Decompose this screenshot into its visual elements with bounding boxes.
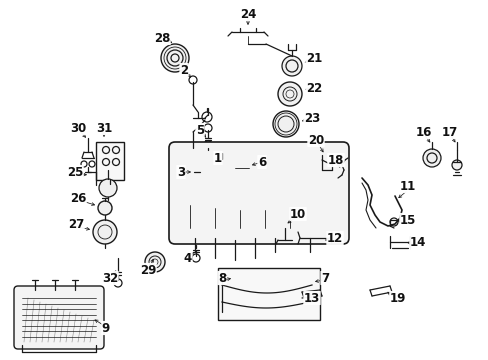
- FancyBboxPatch shape: [169, 142, 348, 244]
- Circle shape: [235, 161, 248, 175]
- Text: 26: 26: [70, 192, 86, 204]
- Text: 14: 14: [409, 235, 426, 248]
- Text: 22: 22: [305, 81, 322, 94]
- Circle shape: [282, 56, 302, 76]
- Bar: [96, 142, 124, 180]
- Text: 24: 24: [239, 8, 256, 21]
- Text: 23: 23: [303, 112, 320, 125]
- Circle shape: [192, 254, 200, 262]
- Text: 9: 9: [102, 321, 110, 334]
- Text: 5: 5: [196, 123, 203, 136]
- Text: 30: 30: [70, 122, 86, 135]
- Circle shape: [161, 44, 189, 72]
- Text: 18: 18: [327, 153, 344, 166]
- Text: 29: 29: [140, 264, 156, 276]
- Text: 15: 15: [399, 213, 415, 226]
- Text: 10: 10: [289, 207, 305, 220]
- Text: 13: 13: [303, 292, 320, 305]
- Text: 19: 19: [389, 292, 406, 305]
- Circle shape: [278, 82, 302, 106]
- Circle shape: [231, 149, 264, 181]
- Circle shape: [272, 111, 298, 137]
- Text: 3: 3: [177, 166, 184, 179]
- Text: 12: 12: [326, 231, 343, 244]
- Bar: [218, 268, 319, 320]
- Text: 27: 27: [68, 219, 84, 231]
- Circle shape: [267, 156, 291, 180]
- Circle shape: [145, 252, 164, 272]
- Text: 25: 25: [67, 166, 83, 179]
- Circle shape: [98, 201, 112, 215]
- Circle shape: [216, 159, 227, 171]
- Text: 1: 1: [214, 152, 222, 165]
- Text: 8: 8: [218, 271, 225, 284]
- Circle shape: [203, 141, 213, 151]
- FancyBboxPatch shape: [14, 286, 104, 349]
- Text: 20: 20: [307, 134, 324, 147]
- Circle shape: [93, 220, 117, 244]
- Text: 17: 17: [441, 126, 457, 139]
- Circle shape: [196, 154, 224, 182]
- Text: 6: 6: [257, 156, 265, 168]
- Circle shape: [99, 179, 117, 197]
- Circle shape: [106, 183, 114, 191]
- Text: 21: 21: [305, 51, 322, 64]
- Text: 11: 11: [399, 180, 415, 193]
- Text: 31: 31: [96, 122, 112, 135]
- Text: 28: 28: [154, 31, 170, 45]
- Circle shape: [189, 76, 197, 84]
- Circle shape: [194, 166, 205, 178]
- Text: 2: 2: [180, 63, 188, 77]
- Circle shape: [422, 149, 440, 167]
- Text: 4: 4: [183, 252, 192, 265]
- Circle shape: [451, 160, 461, 170]
- Text: 32: 32: [102, 271, 118, 284]
- Text: 16: 16: [415, 126, 431, 139]
- Text: 7: 7: [320, 271, 328, 284]
